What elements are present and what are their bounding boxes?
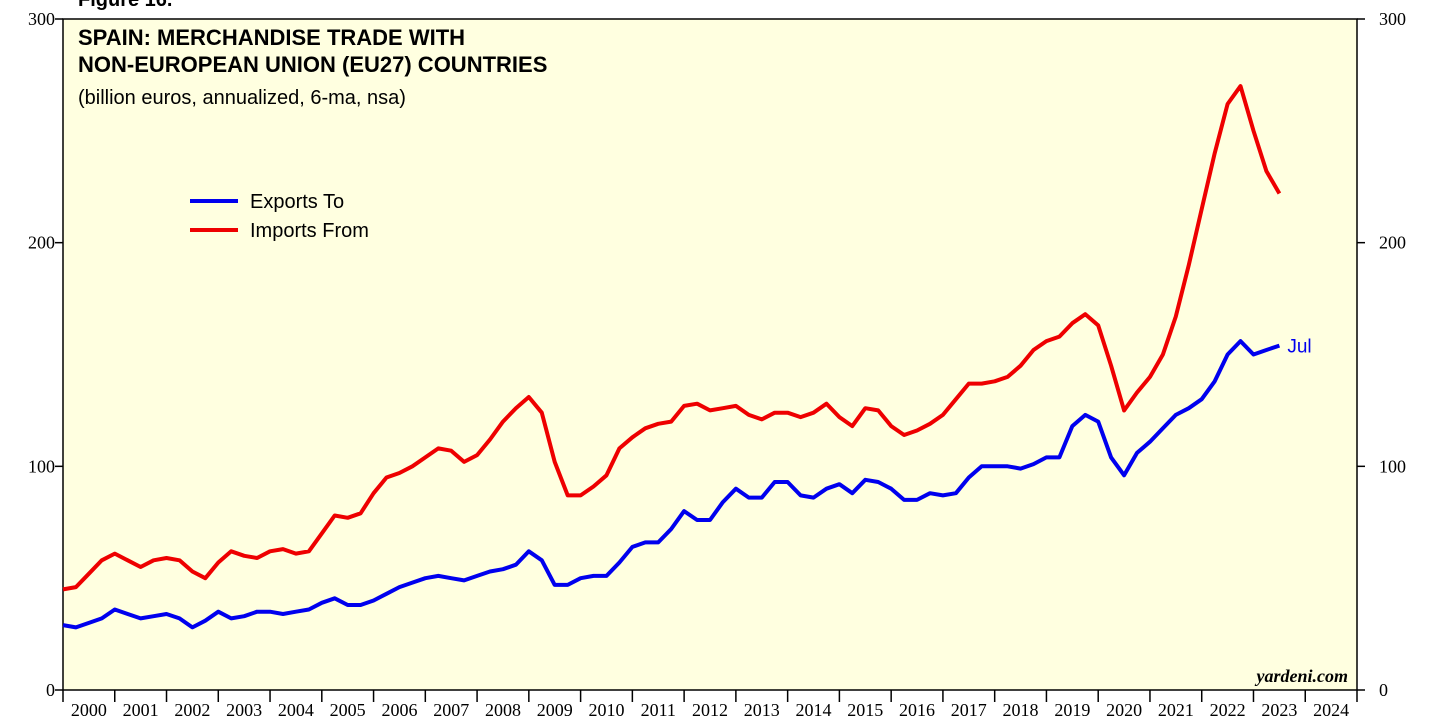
x-tick-label: 2005 (330, 700, 366, 720)
y2-tick-label: 0 (1379, 680, 1388, 700)
x-tick-label: 2000 (71, 700, 107, 720)
x-tick-label: 2017 (951, 700, 987, 720)
x-tick-label: 2019 (1054, 700, 1090, 720)
x-tick-label: 2001 (123, 700, 159, 720)
legend-label: Exports To (250, 191, 344, 213)
legend-label: Imports From (250, 220, 369, 242)
x-tick-label: 2015 (847, 700, 883, 720)
x-tick-label: 2018 (1003, 700, 1039, 720)
x-tick-label: 2014 (796, 700, 832, 720)
series-line (62, 339, 1281, 630)
x-tick-label: 2007 (433, 700, 469, 720)
x-tick-label: 2010 (588, 700, 624, 720)
x-tick-label: 2012 (692, 700, 728, 720)
x-tick-label: 2013 (744, 700, 780, 720)
x-tick-label: 2020 (1106, 700, 1142, 720)
y-tick-label: 100 (28, 456, 55, 476)
annotation: Jul (1287, 337, 1311, 358)
x-tick-label: 2022 (1210, 700, 1246, 720)
plot-area (62, 18, 1358, 691)
x-tick-label: 2024 (1313, 700, 1349, 720)
source: yardeni.com (1255, 666, 1349, 686)
y2-tick-label: 100 (1379, 456, 1406, 476)
x-tick-label: 2003 (226, 700, 262, 720)
chart-subtitle: (billion euros, annualized, 6-ma, nsa) (78, 87, 406, 109)
y2-tick-label: 200 (1379, 233, 1406, 253)
x-tick-label: 2011 (641, 700, 676, 720)
chart-title: NON-EUROPEAN UNION (EU27) COUNTRIES (78, 52, 547, 77)
y2-tick-label: 300 (1379, 9, 1406, 29)
x-tick-label: 2004 (278, 700, 314, 720)
y-tick-label: 0 (46, 680, 55, 700)
x-tick-label: 2008 (485, 700, 521, 720)
x-tick-label: 2023 (1261, 700, 1297, 720)
y-tick-label: 200 (28, 233, 55, 253)
x-tick-label: 2016 (899, 700, 935, 720)
chart-title: SPAIN: MERCHANDISE TRADE WITH (78, 25, 465, 50)
x-tick-label: 2006 (381, 700, 417, 720)
x-tick-label: 2021 (1158, 700, 1194, 720)
x-tick-label: 2002 (174, 700, 210, 720)
x-tick-label: 2009 (537, 700, 573, 720)
y-tick-label: 300 (28, 9, 55, 29)
series-line (62, 84, 1282, 592)
figure-label: Figure 16. (78, 0, 172, 11)
